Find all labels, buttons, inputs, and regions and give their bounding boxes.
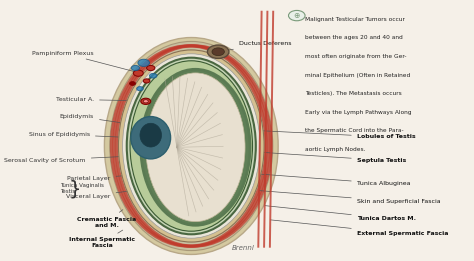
Text: Serosal Cavity of Scrotum: Serosal Cavity of Scrotum	[4, 156, 124, 163]
Ellipse shape	[110, 41, 273, 251]
Circle shape	[149, 73, 157, 78]
Text: Lobules of Testis: Lobules of Testis	[233, 129, 415, 139]
Text: between the ages 20 and 40 and: between the ages 20 and 40 and	[305, 35, 403, 40]
Text: Testicular A.: Testicular A.	[56, 97, 141, 102]
Text: Parietal Layer: Parietal Layer	[67, 175, 133, 181]
Circle shape	[143, 100, 148, 103]
Circle shape	[138, 59, 149, 67]
Ellipse shape	[131, 117, 171, 159]
Text: Septula Testis: Septula Testis	[227, 150, 406, 163]
Circle shape	[141, 98, 151, 104]
Text: Early via the Lymph Pathways Along: Early via the Lymph Pathways Along	[305, 110, 411, 115]
Circle shape	[143, 79, 150, 83]
Ellipse shape	[141, 69, 250, 225]
Circle shape	[208, 45, 229, 58]
Circle shape	[212, 48, 224, 56]
Circle shape	[129, 82, 136, 85]
Text: aortic Lymph Nodes.: aortic Lymph Nodes.	[305, 147, 365, 152]
Ellipse shape	[118, 50, 264, 242]
Text: Tunica Dartos M.: Tunica Dartos M.	[265, 206, 416, 221]
Text: Sinus of Epididymis: Sinus of Epididymis	[29, 132, 143, 138]
Ellipse shape	[146, 73, 245, 222]
Ellipse shape	[130, 61, 253, 231]
Circle shape	[137, 87, 143, 91]
Text: Tunica Albuginea: Tunica Albuginea	[250, 173, 410, 186]
Ellipse shape	[123, 54, 260, 238]
Text: Testicles). The Metastasis occurs: Testicles). The Metastasis occurs	[305, 91, 402, 96]
Ellipse shape	[104, 38, 278, 254]
Text: External Spermatic Fascia: External Spermatic Fascia	[271, 220, 448, 236]
Text: minal Epithelium (Often in Retained: minal Epithelium (Often in Retained	[305, 73, 410, 78]
Text: Internal Spermatic
Fascia: Internal Spermatic Fascia	[69, 230, 136, 248]
Circle shape	[146, 66, 155, 70]
Ellipse shape	[140, 123, 162, 147]
Circle shape	[131, 66, 139, 70]
Text: most often originate from the Ger-: most often originate from the Ger-	[305, 54, 407, 59]
Text: Cremastic Fascia
and M.: Cremastic Fascia and M.	[77, 210, 136, 228]
Text: the Spermatic Cord into the Para-: the Spermatic Cord into the Para-	[305, 128, 404, 133]
Ellipse shape	[127, 58, 256, 234]
Text: ⊕: ⊕	[293, 11, 300, 20]
Text: Visceral Layer: Visceral Layer	[66, 189, 145, 199]
Text: Brennl: Brennl	[232, 245, 255, 251]
Circle shape	[133, 70, 143, 76]
Text: Tunica Vaginalis
Testis: Tunica Vaginalis Testis	[60, 183, 104, 194]
Text: Epididymis: Epididymis	[60, 114, 145, 126]
Text: Ductus Deferens: Ductus Deferens	[221, 41, 292, 51]
Text: Malignant Testicular Tumors occur: Malignant Testicular Tumors occur	[305, 17, 405, 22]
Text: }: }	[68, 179, 81, 198]
Text: Pampiniform Plexus: Pampiniform Plexus	[32, 51, 135, 72]
Text: Skin and Superficial Fascia: Skin and Superficial Fascia	[259, 191, 440, 204]
Circle shape	[289, 10, 305, 21]
